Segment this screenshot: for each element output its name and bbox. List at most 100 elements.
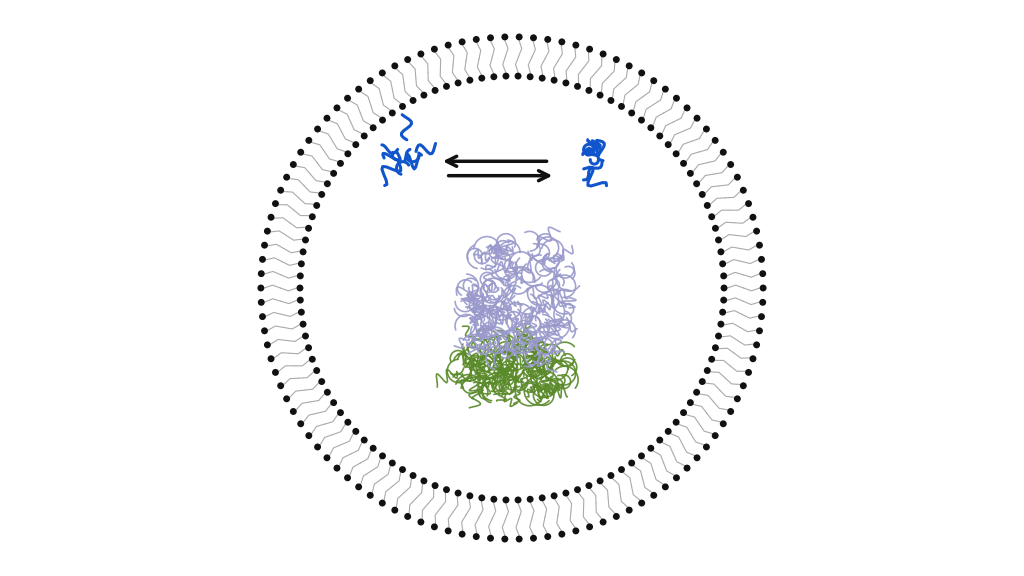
Circle shape <box>503 497 509 503</box>
Circle shape <box>259 256 266 263</box>
Circle shape <box>720 297 727 304</box>
Circle shape <box>313 367 321 374</box>
Circle shape <box>720 149 727 156</box>
Circle shape <box>647 445 654 452</box>
Circle shape <box>467 492 473 499</box>
Circle shape <box>684 465 690 472</box>
Circle shape <box>740 187 746 194</box>
Circle shape <box>712 225 719 232</box>
Circle shape <box>656 437 664 444</box>
Circle shape <box>344 150 351 157</box>
Circle shape <box>562 490 569 497</box>
Circle shape <box>264 228 270 234</box>
Circle shape <box>370 124 377 131</box>
Circle shape <box>300 248 306 255</box>
Circle shape <box>334 104 340 111</box>
Circle shape <box>391 507 398 514</box>
Circle shape <box>261 242 268 249</box>
Circle shape <box>618 103 625 110</box>
Circle shape <box>404 56 411 63</box>
Circle shape <box>684 104 690 111</box>
Circle shape <box>324 454 331 461</box>
Circle shape <box>490 73 498 80</box>
Circle shape <box>503 73 509 79</box>
Circle shape <box>727 408 734 415</box>
Circle shape <box>551 77 557 84</box>
Circle shape <box>302 237 309 244</box>
Circle shape <box>600 51 606 58</box>
Circle shape <box>290 161 297 168</box>
Circle shape <box>572 528 580 535</box>
Circle shape <box>712 432 719 439</box>
Circle shape <box>455 490 462 497</box>
Circle shape <box>298 309 305 316</box>
Circle shape <box>502 33 508 40</box>
Circle shape <box>574 83 581 90</box>
Circle shape <box>410 472 417 479</box>
Circle shape <box>389 109 396 116</box>
Circle shape <box>389 460 396 467</box>
Circle shape <box>261 327 268 334</box>
Circle shape <box>539 75 546 82</box>
Circle shape <box>367 492 374 499</box>
Circle shape <box>718 248 724 255</box>
Circle shape <box>516 33 522 40</box>
Circle shape <box>267 214 274 221</box>
Circle shape <box>278 382 284 389</box>
Circle shape <box>391 62 398 69</box>
Circle shape <box>318 378 326 385</box>
Circle shape <box>370 445 377 452</box>
Circle shape <box>309 213 315 220</box>
Circle shape <box>562 79 569 86</box>
Circle shape <box>258 299 265 306</box>
Circle shape <box>756 242 763 249</box>
Circle shape <box>337 409 344 416</box>
Circle shape <box>628 109 635 116</box>
Circle shape <box>698 191 706 198</box>
Circle shape <box>264 342 270 348</box>
Circle shape <box>267 355 274 362</box>
Circle shape <box>754 228 760 234</box>
Circle shape <box>309 356 315 363</box>
Circle shape <box>638 117 645 124</box>
Circle shape <box>443 486 450 493</box>
Circle shape <box>572 41 580 48</box>
Circle shape <box>258 270 265 277</box>
Circle shape <box>432 482 438 489</box>
Circle shape <box>473 36 479 43</box>
Circle shape <box>673 475 680 482</box>
Circle shape <box>693 389 700 396</box>
Circle shape <box>515 73 521 79</box>
Circle shape <box>628 460 635 467</box>
Circle shape <box>693 180 700 187</box>
Circle shape <box>421 478 427 484</box>
Circle shape <box>719 309 726 316</box>
Circle shape <box>278 187 284 194</box>
Circle shape <box>687 170 694 177</box>
Circle shape <box>759 299 766 306</box>
Circle shape <box>297 297 304 304</box>
Circle shape <box>324 180 331 187</box>
Circle shape <box>302 332 309 339</box>
Circle shape <box>490 496 498 503</box>
Circle shape <box>330 170 337 177</box>
Circle shape <box>574 486 581 493</box>
Circle shape <box>318 191 326 198</box>
Circle shape <box>626 507 633 514</box>
Circle shape <box>467 77 473 84</box>
Circle shape <box>313 202 321 209</box>
Circle shape <box>712 344 719 351</box>
Circle shape <box>459 530 466 537</box>
Circle shape <box>502 536 508 543</box>
Circle shape <box>355 483 362 490</box>
Circle shape <box>272 200 279 207</box>
Circle shape <box>673 419 680 426</box>
Circle shape <box>709 356 715 363</box>
Circle shape <box>680 409 687 416</box>
Circle shape <box>734 174 740 181</box>
Circle shape <box>754 342 760 348</box>
Circle shape <box>515 497 521 503</box>
Circle shape <box>314 444 322 450</box>
Circle shape <box>284 395 290 402</box>
Circle shape <box>418 518 424 525</box>
